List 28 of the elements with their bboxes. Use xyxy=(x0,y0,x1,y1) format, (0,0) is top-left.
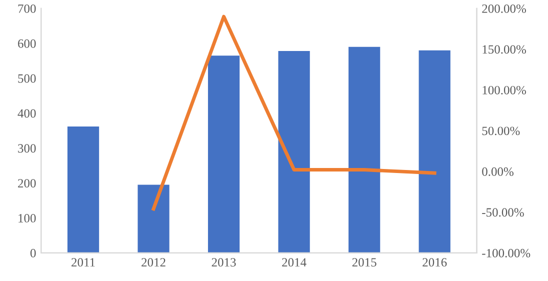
y2-tick-label: 100.00% xyxy=(482,86,526,94)
x-tick-label: 2011 xyxy=(72,258,95,267)
y-tick-label: 400 xyxy=(18,109,36,118)
bar xyxy=(348,46,380,253)
y2-tick-label: -100.00% xyxy=(482,248,530,258)
y-tick-label: 300 xyxy=(18,144,36,153)
y2-tick-label: 200.00% xyxy=(482,4,526,13)
line-series xyxy=(152,14,436,211)
y2-tick-label: -50.00% xyxy=(482,208,524,217)
x-tick-label: 2012 xyxy=(142,258,166,267)
bar xyxy=(208,56,240,253)
y-tick-label: 100 xyxy=(18,214,36,222)
y-tick-label: 700 xyxy=(18,4,36,13)
y-tick-label: 200 xyxy=(18,179,36,188)
bar xyxy=(278,51,310,253)
y2-tick-label: 50.00% xyxy=(482,126,520,136)
bar xyxy=(67,126,100,253)
y-tick-label: 0 xyxy=(30,248,36,258)
y-tick-label: 600 xyxy=(18,39,36,48)
x-tick-label: 2015 xyxy=(352,258,376,267)
y-tick-label: 500 xyxy=(18,74,36,83)
y2-tick-label: 0.00% xyxy=(482,167,514,176)
x-tick-label: 2013 xyxy=(212,258,236,267)
bar xyxy=(138,184,170,253)
bar xyxy=(418,50,450,253)
y2-tick-label: 150.00% xyxy=(482,45,526,54)
x-tick-label: 2016 xyxy=(422,258,447,267)
x-tick-label: 2014 xyxy=(282,258,306,267)
